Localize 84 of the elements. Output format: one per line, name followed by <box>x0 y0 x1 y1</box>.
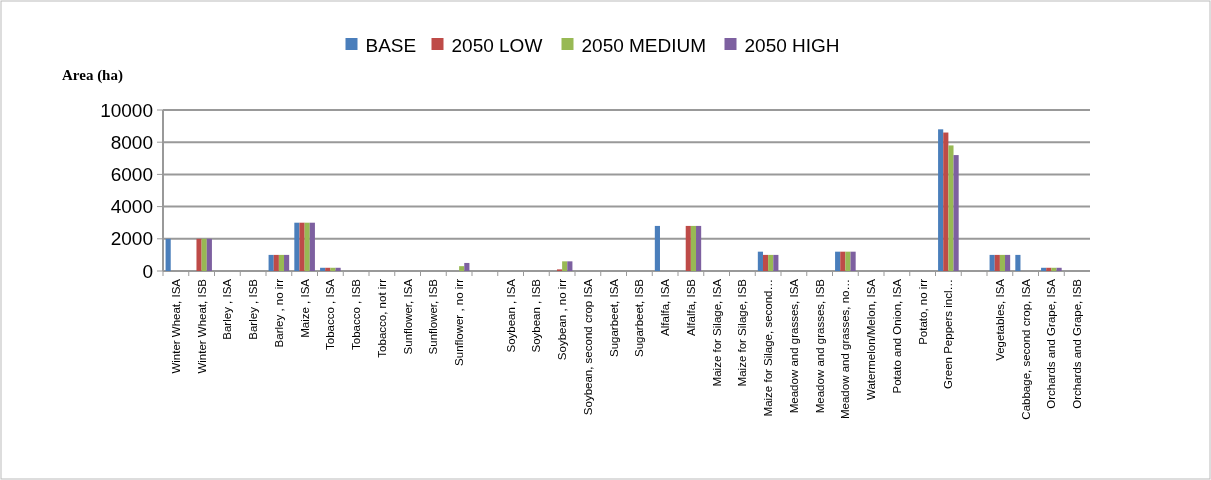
bar <box>294 222 300 271</box>
legend-label: 2050 HIGH <box>744 34 840 56</box>
bar <box>773 254 779 271</box>
bar <box>762 254 769 271</box>
bar <box>850 251 856 271</box>
x-tick-label: Tobacco , ISA <box>324 278 337 350</box>
bar <box>201 238 207 271</box>
bar <box>268 254 274 271</box>
bar <box>330 267 336 271</box>
x-tick-label: Cabbage, second crop, ISA <box>1019 278 1032 420</box>
bar <box>1051 267 1057 271</box>
bar <box>994 254 1000 271</box>
x-tick-label: Orchards and Grape, ISB <box>1071 278 1084 409</box>
bar <box>309 222 315 271</box>
y-axis-title: Area (ha) <box>62 67 123 84</box>
x-tick-label: Alfalfa, ISB <box>684 278 697 336</box>
x-tick-label: Alfalfa, ISA <box>659 278 672 336</box>
bar <box>840 251 846 271</box>
bar <box>567 261 573 271</box>
x-tick-label: Soybean , no irr <box>556 278 569 361</box>
x-tick-label: Maize for Silage, ISA <box>710 278 723 387</box>
y-tick-label: 2000 <box>110 228 153 250</box>
bar <box>165 238 171 271</box>
y-tick-label: 10000 <box>100 99 153 121</box>
y-tick-label: 6000 <box>110 164 153 186</box>
bar <box>1005 254 1011 271</box>
bar <box>464 262 470 271</box>
bar <box>1015 254 1021 271</box>
x-tick-label: Sunflower, ISB <box>427 278 440 355</box>
x-tick-label: Barley , ISB <box>247 278 260 340</box>
bar <box>989 254 995 271</box>
bar <box>690 225 697 271</box>
x-tick-label: Orchards and Grape, ISA <box>1045 278 1058 409</box>
bar <box>757 251 763 271</box>
bar <box>273 254 279 271</box>
x-tick-label: Soybean , ISA <box>504 278 517 353</box>
bar <box>654 225 660 271</box>
x-tick-label: Meadow and grasses, ISB <box>813 278 826 414</box>
x-tick-label: Maize for Silage, second… <box>762 279 775 417</box>
bar <box>196 238 202 271</box>
bar <box>999 254 1006 271</box>
bar <box>948 145 954 271</box>
y-tick-label: 0 <box>142 260 153 282</box>
y-tick-label: 4000 <box>110 196 153 218</box>
x-tick-label: Vegetables, ISA <box>993 278 1006 361</box>
bar <box>278 254 285 271</box>
bar <box>206 238 212 271</box>
x-tick-label: Maize for Silage, ISB <box>736 278 749 387</box>
bar <box>562 261 568 271</box>
x-tick-label: Tobacco, not irr <box>375 278 388 358</box>
x-tick-label: Sugarbeet, ISB <box>633 278 646 357</box>
bar <box>845 251 851 271</box>
bar <box>304 222 310 271</box>
x-tick-label: Barley , ISA <box>221 278 234 340</box>
bar <box>459 266 465 271</box>
x-tick-label: Potato, no irr <box>916 278 929 345</box>
x-tick-label: Meadow and grasses, no… <box>839 279 852 419</box>
bar <box>685 225 691 271</box>
bar <box>284 254 290 271</box>
x-tick-label: Soybean , ISB <box>530 278 543 353</box>
legend-label: 2050 MEDIUM <box>581 34 707 56</box>
x-tick-label: Green Peppers incl… <box>942 279 955 389</box>
y-tick-label: 8000 <box>110 131 153 153</box>
x-tick-label: Soybean, second crop ISA <box>581 278 594 416</box>
x-tick-label: Potato and Onion, ISA <box>890 278 903 394</box>
x-tick-label: Sunflower, ISA <box>401 278 414 355</box>
x-tick-label: Meadow and grasses, ISA <box>787 278 800 414</box>
x-tick-label: Sunflower , no irr <box>453 278 466 366</box>
x-tick-label: Winter Wheat, ISB <box>195 278 208 374</box>
x-tick-label: Tobacco , ISB <box>350 278 363 350</box>
legend-label: BASE <box>365 34 417 56</box>
bar <box>938 129 944 271</box>
x-tick-label: Sugarbeet, ISA <box>607 278 620 357</box>
bar <box>299 222 305 271</box>
bar <box>835 251 841 271</box>
bar <box>696 225 702 271</box>
bar <box>768 254 774 271</box>
bar <box>943 132 949 271</box>
bar <box>953 155 959 271</box>
x-tick-label: Maize , ISA <box>298 278 311 338</box>
x-tick-label: Barley , no irr <box>272 278 285 348</box>
x-tick-label: Watermelon/Melon, ISA <box>865 278 878 401</box>
legend-label: 2050 LOW <box>451 34 543 56</box>
x-tick-label: Winter Wheat, ISA <box>169 278 182 374</box>
